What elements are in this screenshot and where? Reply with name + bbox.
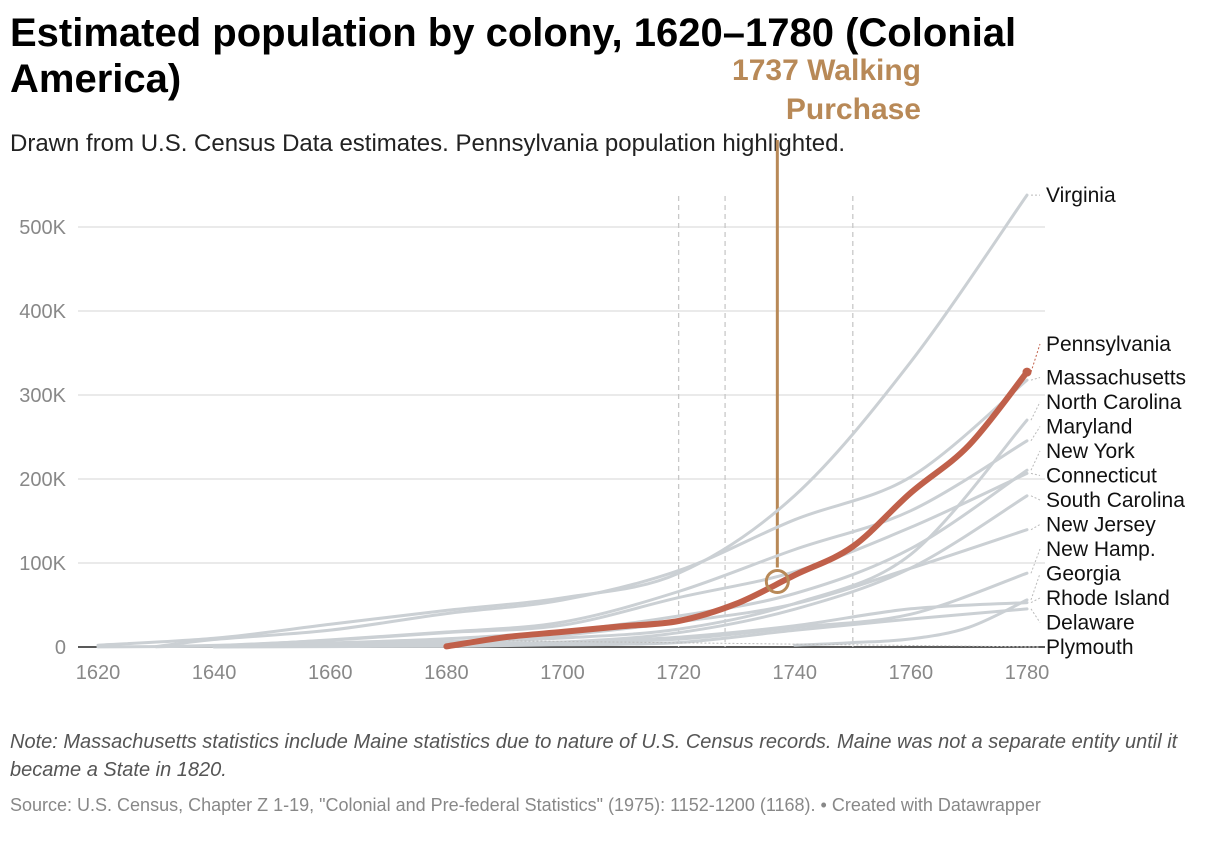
series-label-pennsylvania: Pennsylvania bbox=[1046, 333, 1171, 356]
series-label-plymouth: Plymouth bbox=[1046, 636, 1134, 659]
x-tick-label: 1720 bbox=[656, 662, 701, 684]
background-series bbox=[96, 193, 1029, 649]
series-line-delaware bbox=[212, 607, 1029, 649]
label-connector-plymouth bbox=[508, 640, 1041, 648]
series-line-massachusetts bbox=[154, 378, 1029, 649]
x-tick-label: 1620 bbox=[76, 662, 121, 684]
series-label-new-hampshire: New Hamp. bbox=[1046, 538, 1156, 561]
y-tick-label: 500K bbox=[19, 217, 66, 239]
y-tick-label: 200K bbox=[19, 469, 66, 491]
annotation-circle bbox=[764, 568, 790, 594]
series-label-new-york: New York bbox=[1046, 440, 1135, 463]
x-tick-label: 1740 bbox=[773, 662, 818, 684]
label-connector-north-carolina bbox=[1030, 401, 1041, 421]
highlight-series bbox=[443, 367, 1032, 650]
series-line-plymouth bbox=[96, 639, 506, 649]
label-connector-georgia bbox=[1030, 573, 1041, 601]
x-tick-label: 1760 bbox=[889, 662, 934, 684]
annotation-text-line: Purchase bbox=[786, 93, 921, 126]
series-label-massachusetts: Massachusetts bbox=[1046, 367, 1186, 390]
y-tick-label: 100K bbox=[19, 553, 66, 575]
x-axis-ticks: 1620 1640 1660 1680 1700 1720 1740 1760 1780 bbox=[76, 662, 1050, 684]
series-label-south-carolina: South Carolina bbox=[1046, 489, 1185, 512]
label-connector-new-jersey bbox=[1030, 524, 1041, 531]
series-line-georgia bbox=[793, 598, 1029, 647]
label-connector-new-hampshire bbox=[1030, 548, 1041, 574]
chart-source: Source: U.S. Census, Chapter Z 1-19, "Co… bbox=[10, 795, 1041, 815]
reference-lines bbox=[677, 196, 854, 647]
chart-subtitle: Drawn from U.S. Census Data estimates. P… bbox=[10, 130, 846, 157]
series-end-point-pennsylvania bbox=[1022, 367, 1032, 377]
y-axis-ticks: 0 100K 200K 300K 400K 500K bbox=[19, 217, 66, 659]
series-label-georgia: Georgia bbox=[1046, 563, 1121, 586]
label-connector-new-york bbox=[1030, 450, 1041, 471]
x-tick-label: 1700 bbox=[540, 662, 585, 684]
series-label-virginia: Virginia bbox=[1046, 184, 1116, 207]
x-tick-label: 1640 bbox=[192, 662, 237, 684]
x-tick-label: 1660 bbox=[308, 662, 353, 684]
chart-title: Estimated population by colony, 1620–178… bbox=[10, 11, 1017, 101]
series-line-pennsylvania bbox=[443, 369, 1030, 650]
series-line-connecticut bbox=[212, 471, 1029, 648]
label-connector-south-carolina bbox=[1030, 495, 1041, 501]
label-connector-maryland bbox=[1030, 426, 1041, 442]
y-tick-label: 300K bbox=[19, 385, 66, 407]
label-connector-pennsylvania bbox=[1030, 343, 1041, 373]
x-tick-label: 1680 bbox=[424, 662, 469, 684]
series-label-new-jersey: New Jersey bbox=[1046, 514, 1156, 537]
series-label-connecticut: Connecticut bbox=[1046, 465, 1157, 488]
label-connector-delaware bbox=[1030, 608, 1041, 623]
series-label-delaware: Delaware bbox=[1046, 612, 1135, 635]
x-tick-label: 1780 bbox=[1005, 662, 1050, 684]
label-connector-rhode-island bbox=[1030, 597, 1041, 604]
label-connectors bbox=[508, 194, 1041, 648]
annotation-label: 1737 Walking Purchase bbox=[732, 54, 921, 126]
annotation-text-line: 1737 Walking bbox=[732, 54, 921, 87]
grid-lines bbox=[78, 226, 1045, 648]
y-tick-label: 400K bbox=[19, 301, 66, 323]
label-connector-connecticut bbox=[1030, 472, 1041, 476]
y-tick-label: 0 bbox=[55, 637, 66, 659]
chart-note: Note: Massachusetts statistics include M… bbox=[10, 731, 1178, 781]
label-connector-massachusetts bbox=[1030, 377, 1041, 381]
series-label-rhode-island: Rhode Island bbox=[1046, 587, 1170, 610]
series-label-north-carolina: North Carolina bbox=[1046, 391, 1182, 414]
series-line-new-jersey bbox=[444, 528, 1029, 646]
series-label-maryland: Maryland bbox=[1046, 416, 1132, 439]
